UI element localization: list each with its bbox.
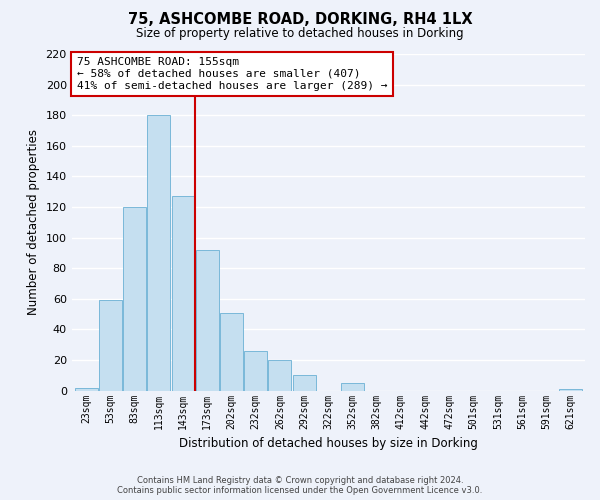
- Bar: [268, 360, 292, 390]
- Bar: [341, 383, 364, 390]
- Text: Size of property relative to detached houses in Dorking: Size of property relative to detached ho…: [136, 28, 464, 40]
- Bar: [244, 351, 267, 391]
- Bar: [293, 376, 316, 390]
- Text: 75, ASHCOMBE ROAD, DORKING, RH4 1LX: 75, ASHCOMBE ROAD, DORKING, RH4 1LX: [128, 12, 472, 28]
- Text: Contains HM Land Registry data © Crown copyright and database right 2024.
Contai: Contains HM Land Registry data © Crown c…: [118, 476, 482, 495]
- Bar: [220, 312, 243, 390]
- Bar: [74, 388, 98, 390]
- Bar: [123, 207, 146, 390]
- Bar: [148, 115, 170, 390]
- Bar: [172, 196, 194, 390]
- Bar: [99, 300, 122, 390]
- Text: 75 ASHCOMBE ROAD: 155sqm
← 58% of detached houses are smaller (407)
41% of semi-: 75 ASHCOMBE ROAD: 155sqm ← 58% of detach…: [77, 58, 388, 90]
- Y-axis label: Number of detached properties: Number of detached properties: [27, 130, 40, 316]
- X-axis label: Distribution of detached houses by size in Dorking: Distribution of detached houses by size …: [179, 437, 478, 450]
- Bar: [196, 250, 219, 390]
- Bar: [559, 389, 582, 390]
